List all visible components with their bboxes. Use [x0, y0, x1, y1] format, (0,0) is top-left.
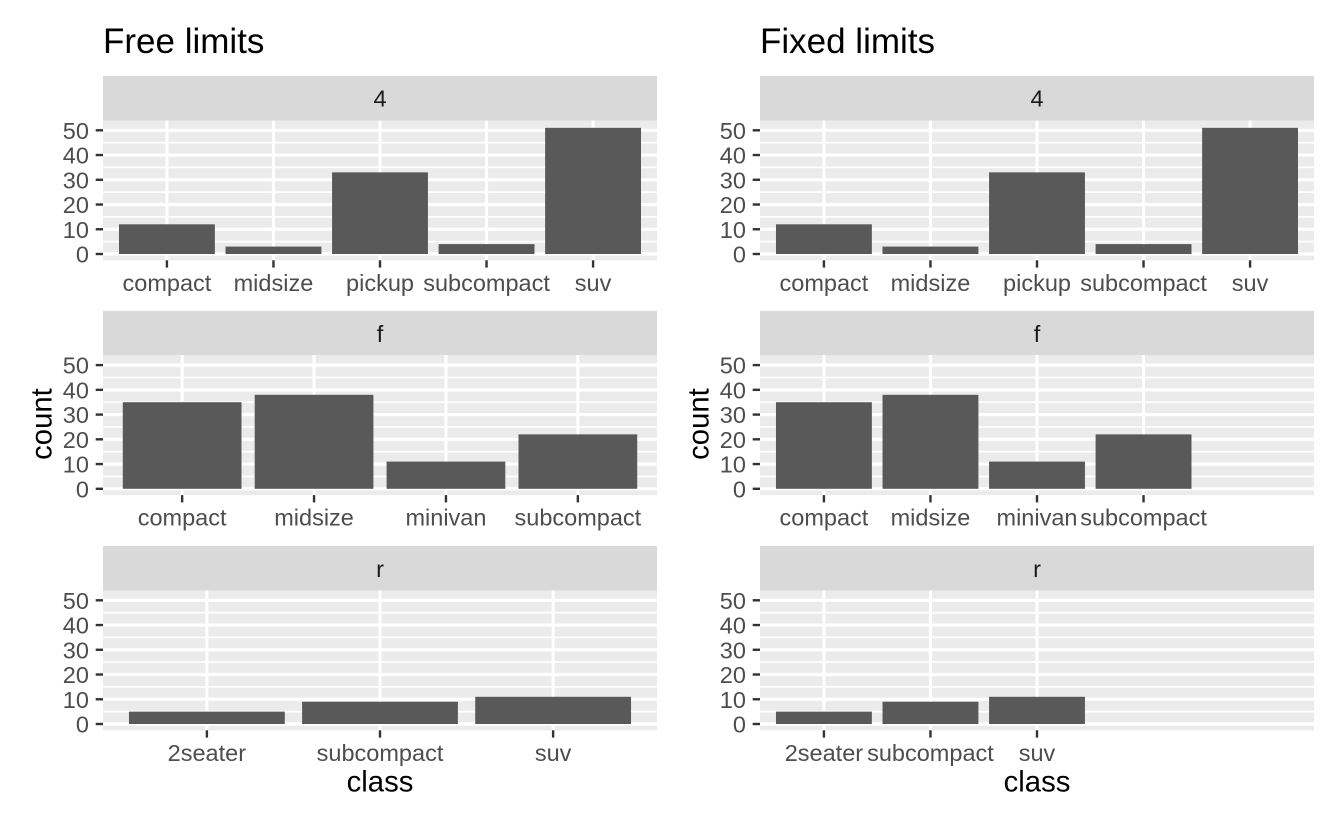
svg-text:minivan: minivan [405, 505, 486, 531]
svg-text:2seater: 2seater [785, 740, 864, 766]
svg-text:10: 10 [63, 452, 89, 478]
svg-text:4: 4 [1030, 86, 1043, 112]
svg-text:subcompact: subcompact [423, 270, 550, 296]
svg-text:40: 40 [63, 143, 89, 169]
svg-text:count: count [683, 388, 716, 460]
svg-text:pickup: pickup [1003, 270, 1071, 296]
svg-text:compact: compact [780, 505, 869, 531]
svg-text:suv: suv [535, 740, 572, 766]
svg-text:class: class [1004, 766, 1071, 799]
svg-text:50: 50 [63, 118, 89, 144]
svg-text:10: 10 [720, 217, 746, 243]
svg-text:50: 50 [63, 353, 89, 379]
svg-text:midsize: midsize [234, 270, 314, 296]
svg-text:40: 40 [720, 377, 746, 403]
svg-text:50: 50 [720, 588, 746, 614]
svg-text:0: 0 [733, 242, 746, 268]
svg-text:10: 10 [63, 687, 89, 713]
svg-text:50: 50 [720, 353, 746, 379]
svg-text:20: 20 [63, 427, 89, 453]
svg-text:10: 10 [63, 217, 89, 243]
svg-text:10: 10 [720, 452, 746, 478]
svg-text:20: 20 [720, 192, 746, 218]
svg-text:Free limits: Free limits [103, 22, 264, 61]
svg-text:f: f [1034, 321, 1041, 347]
svg-text:compact: compact [138, 505, 227, 531]
svg-text:30: 30 [63, 402, 89, 428]
svg-text:40: 40 [720, 613, 746, 639]
svg-text:20: 20 [720, 427, 746, 453]
svg-text:subcompact: subcompact [1080, 270, 1207, 296]
svg-text:0: 0 [733, 476, 746, 502]
svg-text:r: r [376, 556, 384, 582]
svg-text:f: f [377, 321, 384, 347]
svg-text:10: 10 [720, 687, 746, 713]
svg-text:30: 30 [720, 402, 746, 428]
svg-text:midsize: midsize [891, 505, 971, 531]
svg-text:pickup: pickup [346, 270, 414, 296]
svg-text:40: 40 [720, 143, 746, 169]
svg-text:subcompact: subcompact [1080, 505, 1207, 531]
svg-text:midsize: midsize [891, 270, 971, 296]
svg-text:suv: suv [1019, 740, 1056, 766]
svg-text:suv: suv [575, 270, 612, 296]
svg-text:30: 30 [63, 637, 89, 663]
svg-text:subcompact: subcompact [515, 505, 642, 531]
svg-text:30: 30 [720, 167, 746, 193]
svg-text:suv: suv [1232, 270, 1269, 296]
svg-text:r: r [1033, 556, 1041, 582]
svg-text:subcompact: subcompact [317, 740, 444, 766]
svg-text:0: 0 [76, 242, 89, 268]
svg-text:2seater: 2seater [168, 740, 247, 766]
svg-text:compact: compact [123, 270, 212, 296]
svg-text:50: 50 [720, 118, 746, 144]
svg-text:count: count [26, 388, 59, 460]
svg-text:class: class [347, 766, 414, 799]
svg-text:40: 40 [63, 377, 89, 403]
svg-text:50: 50 [63, 588, 89, 614]
svg-text:compact: compact [780, 270, 869, 296]
svg-text:midsize: midsize [274, 505, 354, 531]
svg-text:subcompact: subcompact [867, 740, 994, 766]
svg-text:20: 20 [63, 192, 89, 218]
svg-text:20: 20 [63, 662, 89, 688]
svg-text:40: 40 [63, 613, 89, 639]
svg-text:20: 20 [720, 662, 746, 688]
svg-text:minivan: minivan [997, 505, 1078, 531]
svg-text:4: 4 [373, 86, 386, 112]
svg-text:30: 30 [63, 167, 89, 193]
svg-text:30: 30 [720, 637, 746, 663]
svg-text:Fixed limits: Fixed limits [760, 22, 935, 61]
svg-text:0: 0 [733, 712, 746, 738]
svg-text:0: 0 [76, 712, 89, 738]
svg-text:0: 0 [76, 476, 89, 502]
